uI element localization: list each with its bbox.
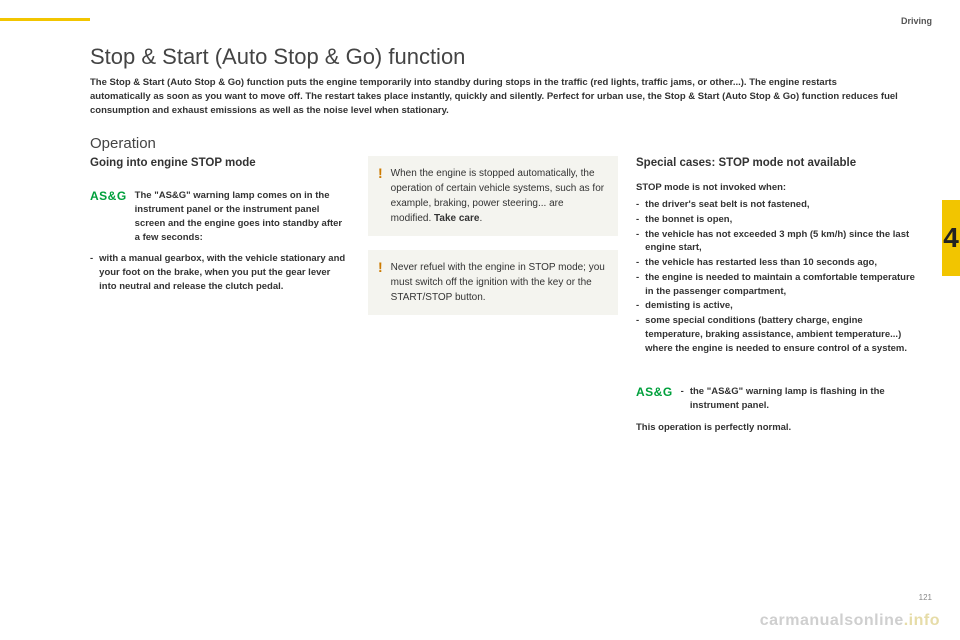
list-item: -some special conditions (battery charge…: [636, 314, 916, 355]
intro-text: The Stop & Start (Auto Stop & Go) functi…: [90, 76, 900, 117]
dash-icon: -: [681, 385, 684, 413]
alert-box-1: ! When the engine is stopped automatical…: [368, 156, 618, 236]
list-item: -demisting is active,: [636, 299, 916, 313]
watermark: carmanualsonline.info: [760, 612, 940, 630]
stop-mode-list: -the driver's seat belt is not fastened,…: [636, 197, 916, 355]
right-badge-bullet: the "AS&G" warning lamp is flashing in t…: [690, 385, 916, 413]
list-item: -the bonnet is open,: [636, 213, 916, 227]
warning-icon: !: [378, 260, 383, 305]
warning-icon: !: [378, 166, 383, 226]
chapter-number: 4: [943, 222, 959, 254]
right-lead: STOP mode is not invoked when:: [636, 181, 916, 195]
accent-bar: [0, 18, 90, 21]
column-left: Going into engine STOP mode AS&G The "AS…: [90, 156, 350, 435]
column-right: Special cases: STOP mode not available S…: [636, 156, 916, 435]
list-item: -the engine is needed to maintain a comf…: [636, 271, 916, 299]
alert-box-2: ! Never refuel with the engine in STOP m…: [368, 250, 618, 315]
list-item: -the vehicle has restarted less than 10 …: [636, 256, 916, 270]
alert-1-text: When the engine is stopped automatically…: [391, 166, 606, 226]
left-bullet: - with a manual gearbox, with the vehicl…: [90, 252, 350, 293]
dash-icon: -: [90, 252, 93, 293]
section-label: Driving: [901, 16, 932, 26]
list-item: -the driver's seat belt is not fastened,: [636, 198, 916, 212]
asg-badge: AS&G: [90, 189, 127, 244]
column-middle: ! When the engine is stopped automatical…: [368, 156, 618, 435]
asg-badge-text: The "AS&G" warning lamp comes on in the …: [135, 189, 350, 244]
page-number: 121: [919, 593, 932, 602]
operation-heading: Operation: [90, 135, 920, 152]
right-heading: Special cases: STOP mode not available: [636, 156, 916, 171]
chapter-tab: 4: [942, 200, 960, 276]
right-note: This operation is perfectly normal.: [636, 421, 916, 435]
list-item: -the vehicle has not exceeded 3 mph (5 k…: [636, 228, 916, 256]
asg-badge: AS&G: [636, 385, 673, 399]
page-content: Stop & Start (Auto Stop & Go) function T…: [90, 44, 920, 590]
page-title: Stop & Start (Auto Stop & Go) function: [90, 44, 920, 70]
left-bullet-text: with a manual gearbox, with the vehicle …: [99, 252, 350, 293]
left-heading: Going into engine STOP mode: [90, 156, 350, 171]
alert-2-text: Never refuel with the engine in STOP mod…: [391, 260, 606, 305]
